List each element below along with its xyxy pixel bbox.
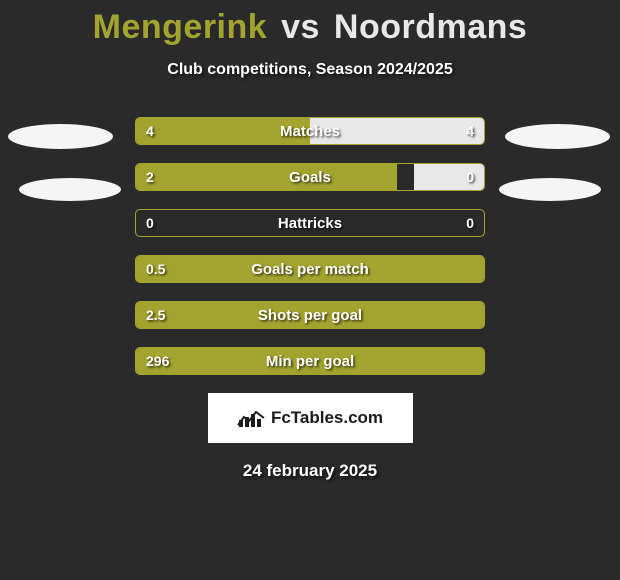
stat-row: Shots per goal2.5 [135,301,485,329]
bar-fill-right [310,118,484,144]
stat-row: Hattricks0 0 [135,209,485,237]
stat-row: Goals20 [135,163,485,191]
date-label: 24 february 2025 [0,461,620,481]
player2-name: Noordmans [334,8,527,46]
bar-fill-left [136,118,310,144]
page-title: Mengerink vs Noordmans [0,0,620,47]
bar-fill-left [136,256,484,282]
comparison-card: Mengerink vs Noordmans Club competitions… [0,0,620,580]
bar-fill-left [136,164,397,190]
subtitle: Club competitions, Season 2024/2025 [0,61,620,79]
ellipse-shape [499,178,601,201]
stat-left-value: 0 [146,210,154,236]
vs-label: vs [281,8,320,46]
stat-right-value: 0 [466,210,474,236]
ellipse-shape [8,124,113,149]
stat-label: Hattricks [136,210,484,236]
player1-name: Mengerink [93,8,268,46]
bar-fill-left [136,348,484,374]
stat-row: Goals per match0.5 [135,255,485,283]
credit-text: FcTables.com [271,408,383,428]
ellipse-shape [19,178,121,201]
bar-fill-left [136,302,484,328]
stat-row: Matches44 [135,117,485,145]
stat-bars: Matches44 Goals20 Hattricks0 0 Goals per mat… [135,117,485,375]
ellipse-shape [505,124,610,149]
chart-icon [237,408,265,428]
credit-badge: FcTables.com [208,393,413,443]
bar-fill-right [414,164,484,190]
stat-row: Min per goal296 [135,347,485,375]
